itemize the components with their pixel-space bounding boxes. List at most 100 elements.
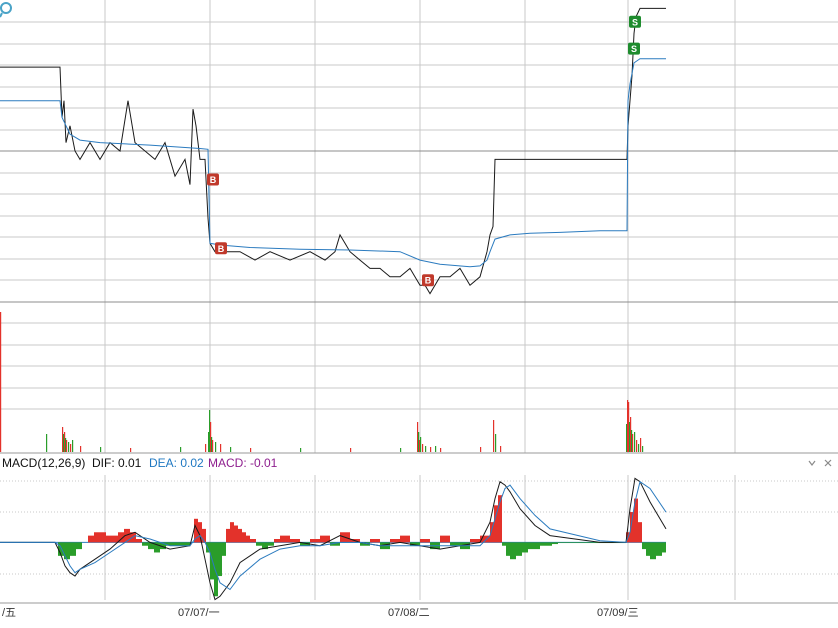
macd-histogram-bar bbox=[234, 525, 238, 543]
macd-histogram-bar bbox=[242, 532, 246, 543]
macd-histogram-bar bbox=[440, 535, 450, 543]
volume-bar bbox=[642, 446, 644, 452]
macd-histogram-bar bbox=[310, 539, 320, 543]
marker-label: S bbox=[631, 44, 637, 54]
macd-histogram-bar bbox=[76, 542, 82, 550]
volume-bar bbox=[130, 448, 132, 452]
marker-label: B bbox=[210, 175, 217, 185]
macd-histogram-bar bbox=[300, 542, 310, 546]
volume-bar bbox=[68, 442, 70, 452]
macd-histogram-bar bbox=[498, 495, 502, 543]
volume-bar bbox=[422, 444, 424, 452]
volume-bar bbox=[46, 434, 48, 452]
macd-histogram-bar bbox=[94, 532, 100, 543]
chevron-down-icon[interactable] bbox=[808, 460, 816, 466]
time-axis-label: 07/07/一 bbox=[178, 607, 220, 619]
macd-histogram-bar bbox=[166, 542, 172, 546]
marker-box bbox=[628, 42, 640, 55]
volume-bar bbox=[628, 402, 630, 452]
volume-bar bbox=[480, 447, 482, 452]
buy-marker: B bbox=[207, 173, 219, 186]
buy-marker: B bbox=[215, 242, 227, 255]
macd-histogram-bar bbox=[198, 522, 202, 543]
sell-marker: S bbox=[629, 15, 641, 28]
macd-histogram-bar bbox=[630, 512, 634, 543]
volume-bar bbox=[300, 448, 302, 452]
marker-label: B bbox=[218, 244, 225, 254]
volume-bar bbox=[66, 440, 68, 452]
macd-histogram-bar bbox=[370, 539, 380, 543]
macd-histogram-bar bbox=[64, 542, 70, 560]
volume-bar bbox=[417, 422, 419, 452]
macd-histogram-bar bbox=[238, 528, 242, 543]
volume-bar bbox=[62, 427, 64, 452]
macd-macd-value: MACD: -0.01 bbox=[208, 456, 278, 470]
macd-histogram-bar bbox=[154, 542, 160, 553]
macd-line-dif bbox=[0, 477, 667, 601]
volume-bar bbox=[500, 446, 502, 452]
macd-histogram-bar bbox=[100, 532, 106, 543]
macd-histogram-bar bbox=[634, 498, 638, 543]
sell-marker: S bbox=[628, 42, 640, 55]
series-line-average bbox=[0, 58, 666, 268]
marker-box bbox=[215, 242, 227, 255]
macd-histogram-bar bbox=[222, 542, 226, 556]
macd-histogram-bar bbox=[450, 542, 460, 546]
volume-bar bbox=[627, 400, 629, 452]
macd-histogram-bar bbox=[142, 542, 148, 546]
series-line-price bbox=[0, 7, 666, 295]
volume-bar bbox=[180, 447, 182, 452]
macd-dea-value: DEA: 0.02 bbox=[149, 456, 204, 470]
macd-histogram-bar bbox=[218, 542, 222, 577]
volume-bar bbox=[208, 432, 210, 452]
volume-bar bbox=[209, 410, 211, 452]
macd-histogram-bar bbox=[226, 528, 230, 543]
volume-bar bbox=[626, 424, 628, 452]
macd-title: MACD(12,26,9) bbox=[2, 456, 85, 470]
macd-histogram-bar bbox=[494, 505, 498, 543]
macd-histogram-bar bbox=[88, 535, 94, 543]
macd-histogram-bar bbox=[360, 542, 370, 546]
volume-bar bbox=[72, 440, 74, 452]
marker-label: S bbox=[632, 17, 638, 27]
macd-histogram-bar bbox=[506, 542, 510, 556]
marker-box bbox=[629, 15, 641, 28]
macd-histogram-bar bbox=[136, 539, 142, 543]
volume-bar bbox=[100, 447, 102, 452]
macd-histogram-bar bbox=[480, 535, 490, 543]
macd-histogram-bar bbox=[390, 539, 400, 543]
macd-histogram-bar bbox=[280, 535, 290, 543]
volume-bar bbox=[430, 447, 432, 452]
macd-histogram-bar bbox=[642, 542, 646, 550]
price-indicator-icon[interactable] bbox=[0, 2, 12, 18]
macd-histogram-bar bbox=[528, 542, 534, 550]
macd-histogram-bar bbox=[510, 542, 516, 560]
macd-histogram-bar bbox=[172, 542, 178, 546]
macd-histogram-bar bbox=[540, 542, 546, 546]
volume-bar bbox=[495, 434, 497, 452]
macd-histogram-bar bbox=[522, 542, 528, 553]
macd-histogram-bar bbox=[490, 522, 494, 543]
macd-histogram-bar bbox=[70, 542, 76, 556]
macd-histogram-bar bbox=[106, 535, 112, 543]
macd-histogram-bar bbox=[410, 542, 420, 546]
macd-histogram-bar bbox=[250, 539, 256, 543]
macd-histogram-bar bbox=[160, 542, 166, 550]
macd-histogram-bar bbox=[230, 522, 234, 543]
macd-histogram-bar bbox=[124, 528, 130, 543]
macd-histogram-bar bbox=[320, 535, 330, 543]
macd-histogram-bar bbox=[112, 535, 118, 543]
volume-bar bbox=[64, 432, 66, 452]
volume-bar bbox=[70, 444, 72, 452]
volume-bar bbox=[418, 432, 420, 452]
macd-histogram-bar bbox=[202, 528, 206, 543]
macd-histogram-bar bbox=[274, 539, 280, 543]
volume-bar bbox=[400, 448, 402, 452]
marker-box bbox=[422, 274, 434, 287]
volume-bar bbox=[640, 438, 642, 452]
chart-grid bbox=[0, 0, 838, 604]
close-icon[interactable] bbox=[824, 459, 832, 467]
volume-bar bbox=[631, 430, 633, 452]
volume-bar bbox=[630, 417, 632, 452]
time-axis-label: 07/09/三 bbox=[597, 607, 639, 619]
